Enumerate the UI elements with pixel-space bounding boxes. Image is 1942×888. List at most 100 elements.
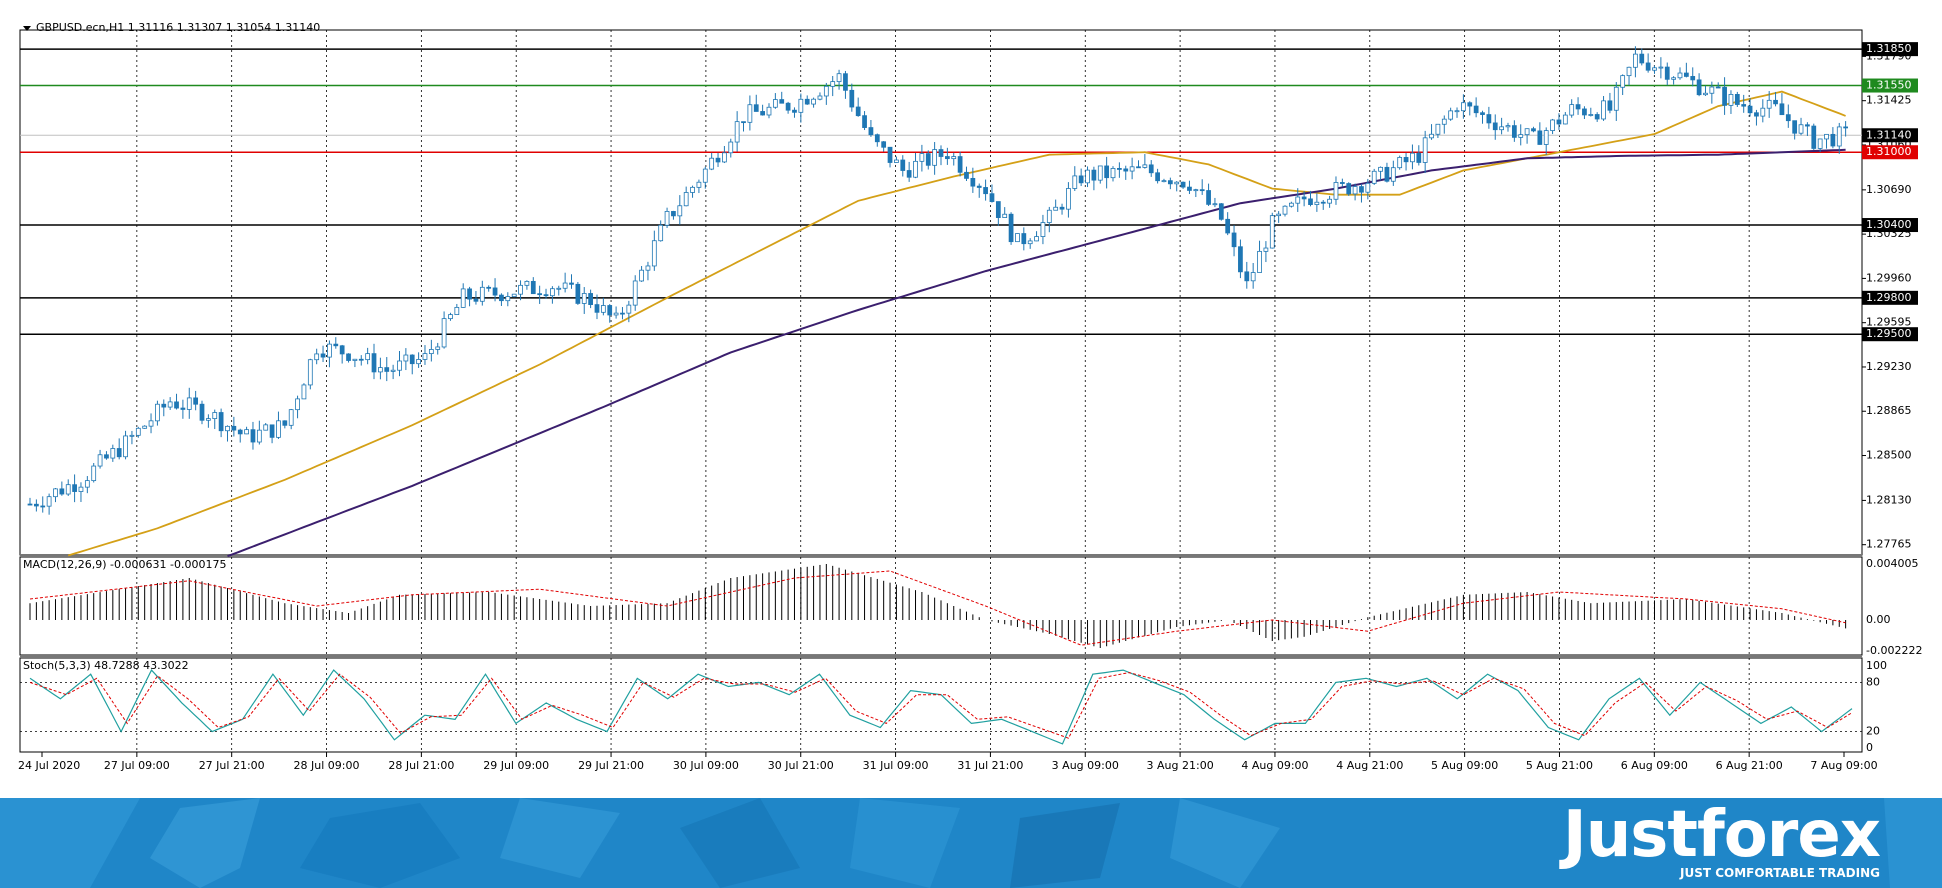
- candle-body: [1295, 196, 1301, 204]
- candle-body: [1569, 104, 1575, 116]
- candle-body: [1244, 271, 1250, 282]
- price-level-tag: [1862, 145, 1918, 160]
- candle-body: [155, 403, 160, 422]
- candle-body: [218, 412, 224, 432]
- candle-body: [957, 156, 963, 173]
- candle-body: [600, 305, 606, 313]
- candle-body: [1250, 272, 1256, 282]
- candle-body: [244, 429, 249, 435]
- candle-body: [441, 318, 447, 348]
- price-axis-label: 1.28500: [1866, 449, 1912, 462]
- candle-body: [346, 353, 351, 361]
- candle-body: [1575, 104, 1581, 110]
- candle-body: [479, 286, 485, 302]
- candle-body: [1371, 170, 1377, 184]
- candle-body: [1690, 76, 1696, 81]
- candle-body: [1429, 133, 1434, 139]
- candle-body: [932, 149, 938, 166]
- candle-body: [129, 434, 135, 437]
- candle-body: [1677, 72, 1683, 79]
- price-level-tag: [1862, 78, 1918, 93]
- candle-body: [683, 192, 689, 207]
- candle-body: [499, 294, 504, 302]
- candle-body: [741, 121, 746, 124]
- price-level-tag-text: 1.29500: [1866, 327, 1912, 340]
- candle-body: [1269, 215, 1275, 249]
- candle-body: [371, 353, 377, 373]
- candle-body: [505, 296, 511, 302]
- candle-body: [1773, 99, 1778, 105]
- price-level-tag-text: 1.31850: [1866, 42, 1912, 55]
- candle-body: [696, 181, 702, 188]
- candle-body: [1390, 167, 1396, 182]
- price-axis-label: 1.29960: [1866, 271, 1912, 284]
- candle-body: [645, 265, 651, 271]
- candle-body: [1365, 182, 1371, 193]
- candle-body: [1282, 205, 1288, 215]
- candle-body: [1792, 120, 1798, 134]
- candle-body: [199, 403, 205, 421]
- price-level-tag-text: 1.29800: [1866, 291, 1912, 304]
- candle-body: [78, 486, 84, 492]
- candle-body: [569, 282, 574, 285]
- candle-body: [53, 488, 58, 498]
- candle-body: [231, 425, 237, 431]
- candle-body: [620, 312, 625, 315]
- candle-body: [180, 407, 186, 410]
- candle-body: [1531, 128, 1536, 132]
- candle-body: [760, 111, 765, 116]
- candle-body: [1193, 189, 1199, 192]
- candle-body: [1104, 165, 1110, 179]
- candle-body: [855, 106, 861, 117]
- candle-body: [225, 425, 230, 432]
- candle-body: [40, 505, 46, 508]
- candle-body: [104, 454, 109, 459]
- candle-body: [830, 81, 836, 87]
- candle-body: [1142, 164, 1148, 168]
- candle-body: [1645, 62, 1651, 71]
- candle-body: [339, 345, 345, 355]
- candle-body: [1779, 103, 1785, 116]
- candle-body: [550, 288, 555, 297]
- candle-body: [91, 465, 97, 482]
- candle-body: [110, 448, 116, 459]
- candle-body: [59, 488, 65, 495]
- candle-body: [543, 294, 549, 297]
- candle-body: [473, 298, 479, 302]
- candle-body: [1314, 201, 1320, 205]
- candle-body: [1352, 186, 1358, 195]
- candle-body: [919, 153, 925, 162]
- candle-body: [1002, 213, 1008, 218]
- time-axis-label: 24 Jul 2020: [18, 759, 80, 772]
- price-level-tag: [1862, 327, 1918, 342]
- candle-body: [1308, 198, 1313, 205]
- candle-body: [333, 343, 339, 347]
- candle-body: [365, 353, 371, 361]
- candle-body: [72, 484, 77, 492]
- candle-body: [868, 127, 874, 136]
- candle-body: [1136, 166, 1141, 169]
- candle-body: [1518, 134, 1524, 138]
- candle-body: [1760, 107, 1766, 117]
- candle-body: [161, 403, 167, 408]
- candle-body: [1836, 126, 1842, 147]
- candle-body: [1766, 99, 1772, 109]
- candle-body: [944, 156, 950, 160]
- time-axis-label: 5 Aug 21:00: [1526, 759, 1593, 772]
- candle-body: [995, 201, 1001, 218]
- time-axis-label: 28 Jul 09:00: [294, 759, 360, 772]
- candle-body: [1066, 188, 1071, 210]
- candle-body: [722, 152, 727, 163]
- price-level-tag: [1862, 218, 1918, 233]
- candle-body: [397, 360, 402, 371]
- candle-body: [1040, 222, 1046, 237]
- candle-body: [1008, 213, 1014, 243]
- candle-body: [1664, 66, 1670, 80]
- candle-body: [785, 102, 791, 111]
- candle-body: [1148, 164, 1154, 174]
- candle-body: [537, 293, 543, 296]
- candle-body: [1072, 175, 1078, 189]
- candle-body: [1180, 181, 1186, 188]
- footer-banner: Justforex JUST COMFORTABLE TRADING: [0, 798, 1942, 888]
